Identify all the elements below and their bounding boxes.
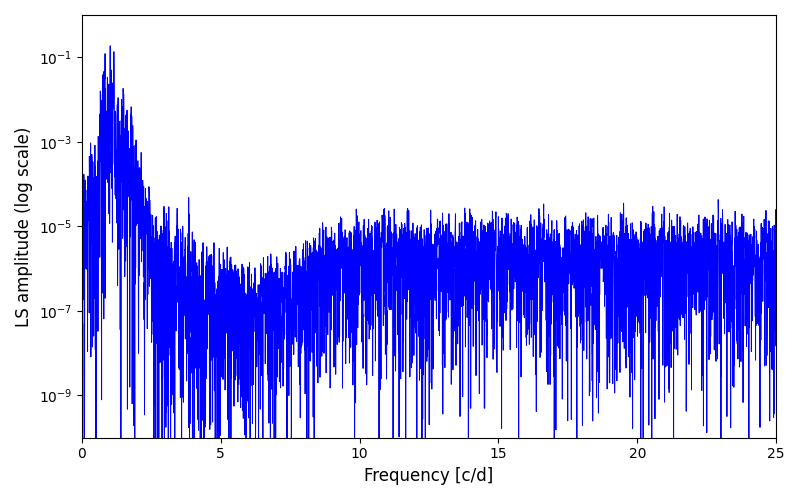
Y-axis label: LS amplitude (log scale): LS amplitude (log scale) (15, 126, 33, 326)
X-axis label: Frequency [c/d]: Frequency [c/d] (364, 467, 494, 485)
